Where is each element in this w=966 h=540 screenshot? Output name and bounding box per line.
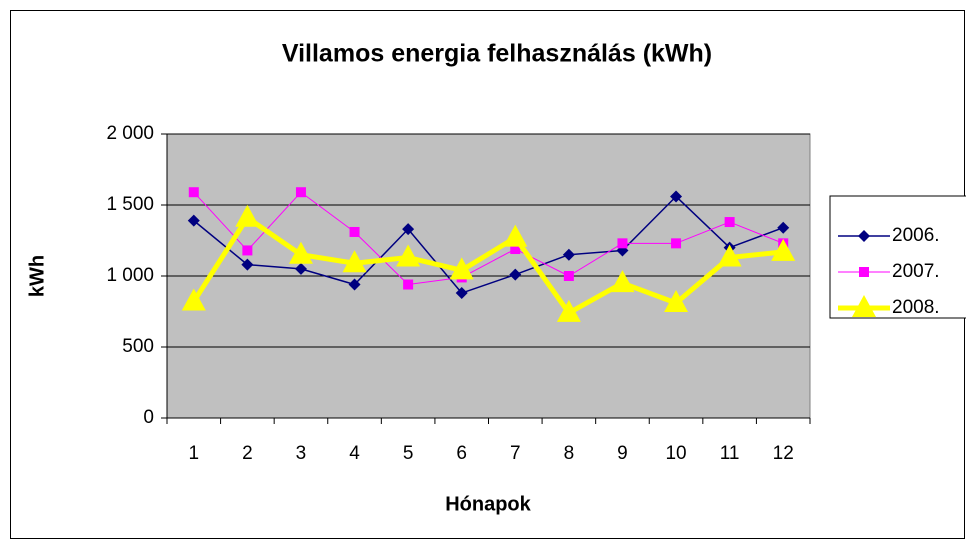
marker	[396, 244, 421, 267]
marker	[724, 217, 735, 228]
x-tick-label: 2	[242, 443, 253, 464]
y-tick-label: 1 000	[106, 265, 154, 286]
y-tick-label: 1 500	[106, 194, 154, 215]
x-tick-label: 4	[349, 443, 360, 464]
marker	[717, 244, 742, 267]
x-tick-label: 7	[510, 443, 521, 464]
x-tick-label: 11	[720, 443, 740, 464]
marker	[235, 204, 260, 227]
y-tick-label: 500	[122, 336, 154, 357]
legend-label: 2008.	[892, 297, 940, 318]
series-line	[193, 195, 784, 294]
marker	[852, 295, 876, 317]
y-tick-label: 2 000	[106, 123, 154, 144]
chart-title: Villamos energia felhasználás (kWh)	[282, 40, 712, 68]
x-tick-label: 10	[665, 443, 686, 464]
marker	[610, 270, 635, 293]
marker	[188, 187, 199, 198]
marker	[241, 258, 254, 271]
marker	[348, 278, 361, 291]
marker	[664, 289, 689, 312]
x-tick-label: 1	[189, 443, 200, 464]
legend-label: 2007.	[892, 261, 940, 282]
y-tick-label: 0	[143, 407, 154, 428]
marker	[858, 230, 870, 242]
marker	[403, 279, 414, 290]
x-tick-label: 8	[564, 443, 575, 464]
marker	[670, 190, 683, 203]
marker	[349, 226, 360, 237]
y-axis-title: kWh	[26, 255, 48, 297]
marker	[242, 245, 253, 256]
legend-label: 2006.	[892, 225, 940, 246]
marker	[295, 187, 306, 198]
marker	[562, 248, 575, 261]
x-axis-title: Hónapok	[445, 493, 531, 515]
marker	[859, 267, 869, 277]
marker	[617, 238, 628, 249]
marker	[449, 257, 474, 280]
legend-box	[829, 195, 966, 319]
marker	[556, 299, 581, 322]
marker	[402, 223, 415, 236]
marker	[671, 238, 682, 249]
marker	[503, 224, 528, 247]
series-line	[191, 215, 784, 316]
x-tick-label: 12	[773, 443, 794, 464]
series-line	[193, 191, 784, 286]
marker	[455, 287, 468, 300]
marker	[510, 244, 521, 255]
marker	[777, 221, 790, 234]
marker	[294, 262, 307, 275]
x-tick-label: 9	[617, 443, 628, 464]
marker	[771, 238, 796, 261]
marker	[187, 214, 200, 227]
x-tick-label: 6	[456, 443, 467, 464]
marker	[563, 271, 574, 281]
marker	[509, 268, 522, 281]
marker	[288, 241, 313, 264]
marker	[342, 250, 367, 273]
marker	[181, 288, 206, 311]
x-tick-label: 3	[296, 443, 307, 464]
x-tick-label: 5	[403, 443, 414, 464]
